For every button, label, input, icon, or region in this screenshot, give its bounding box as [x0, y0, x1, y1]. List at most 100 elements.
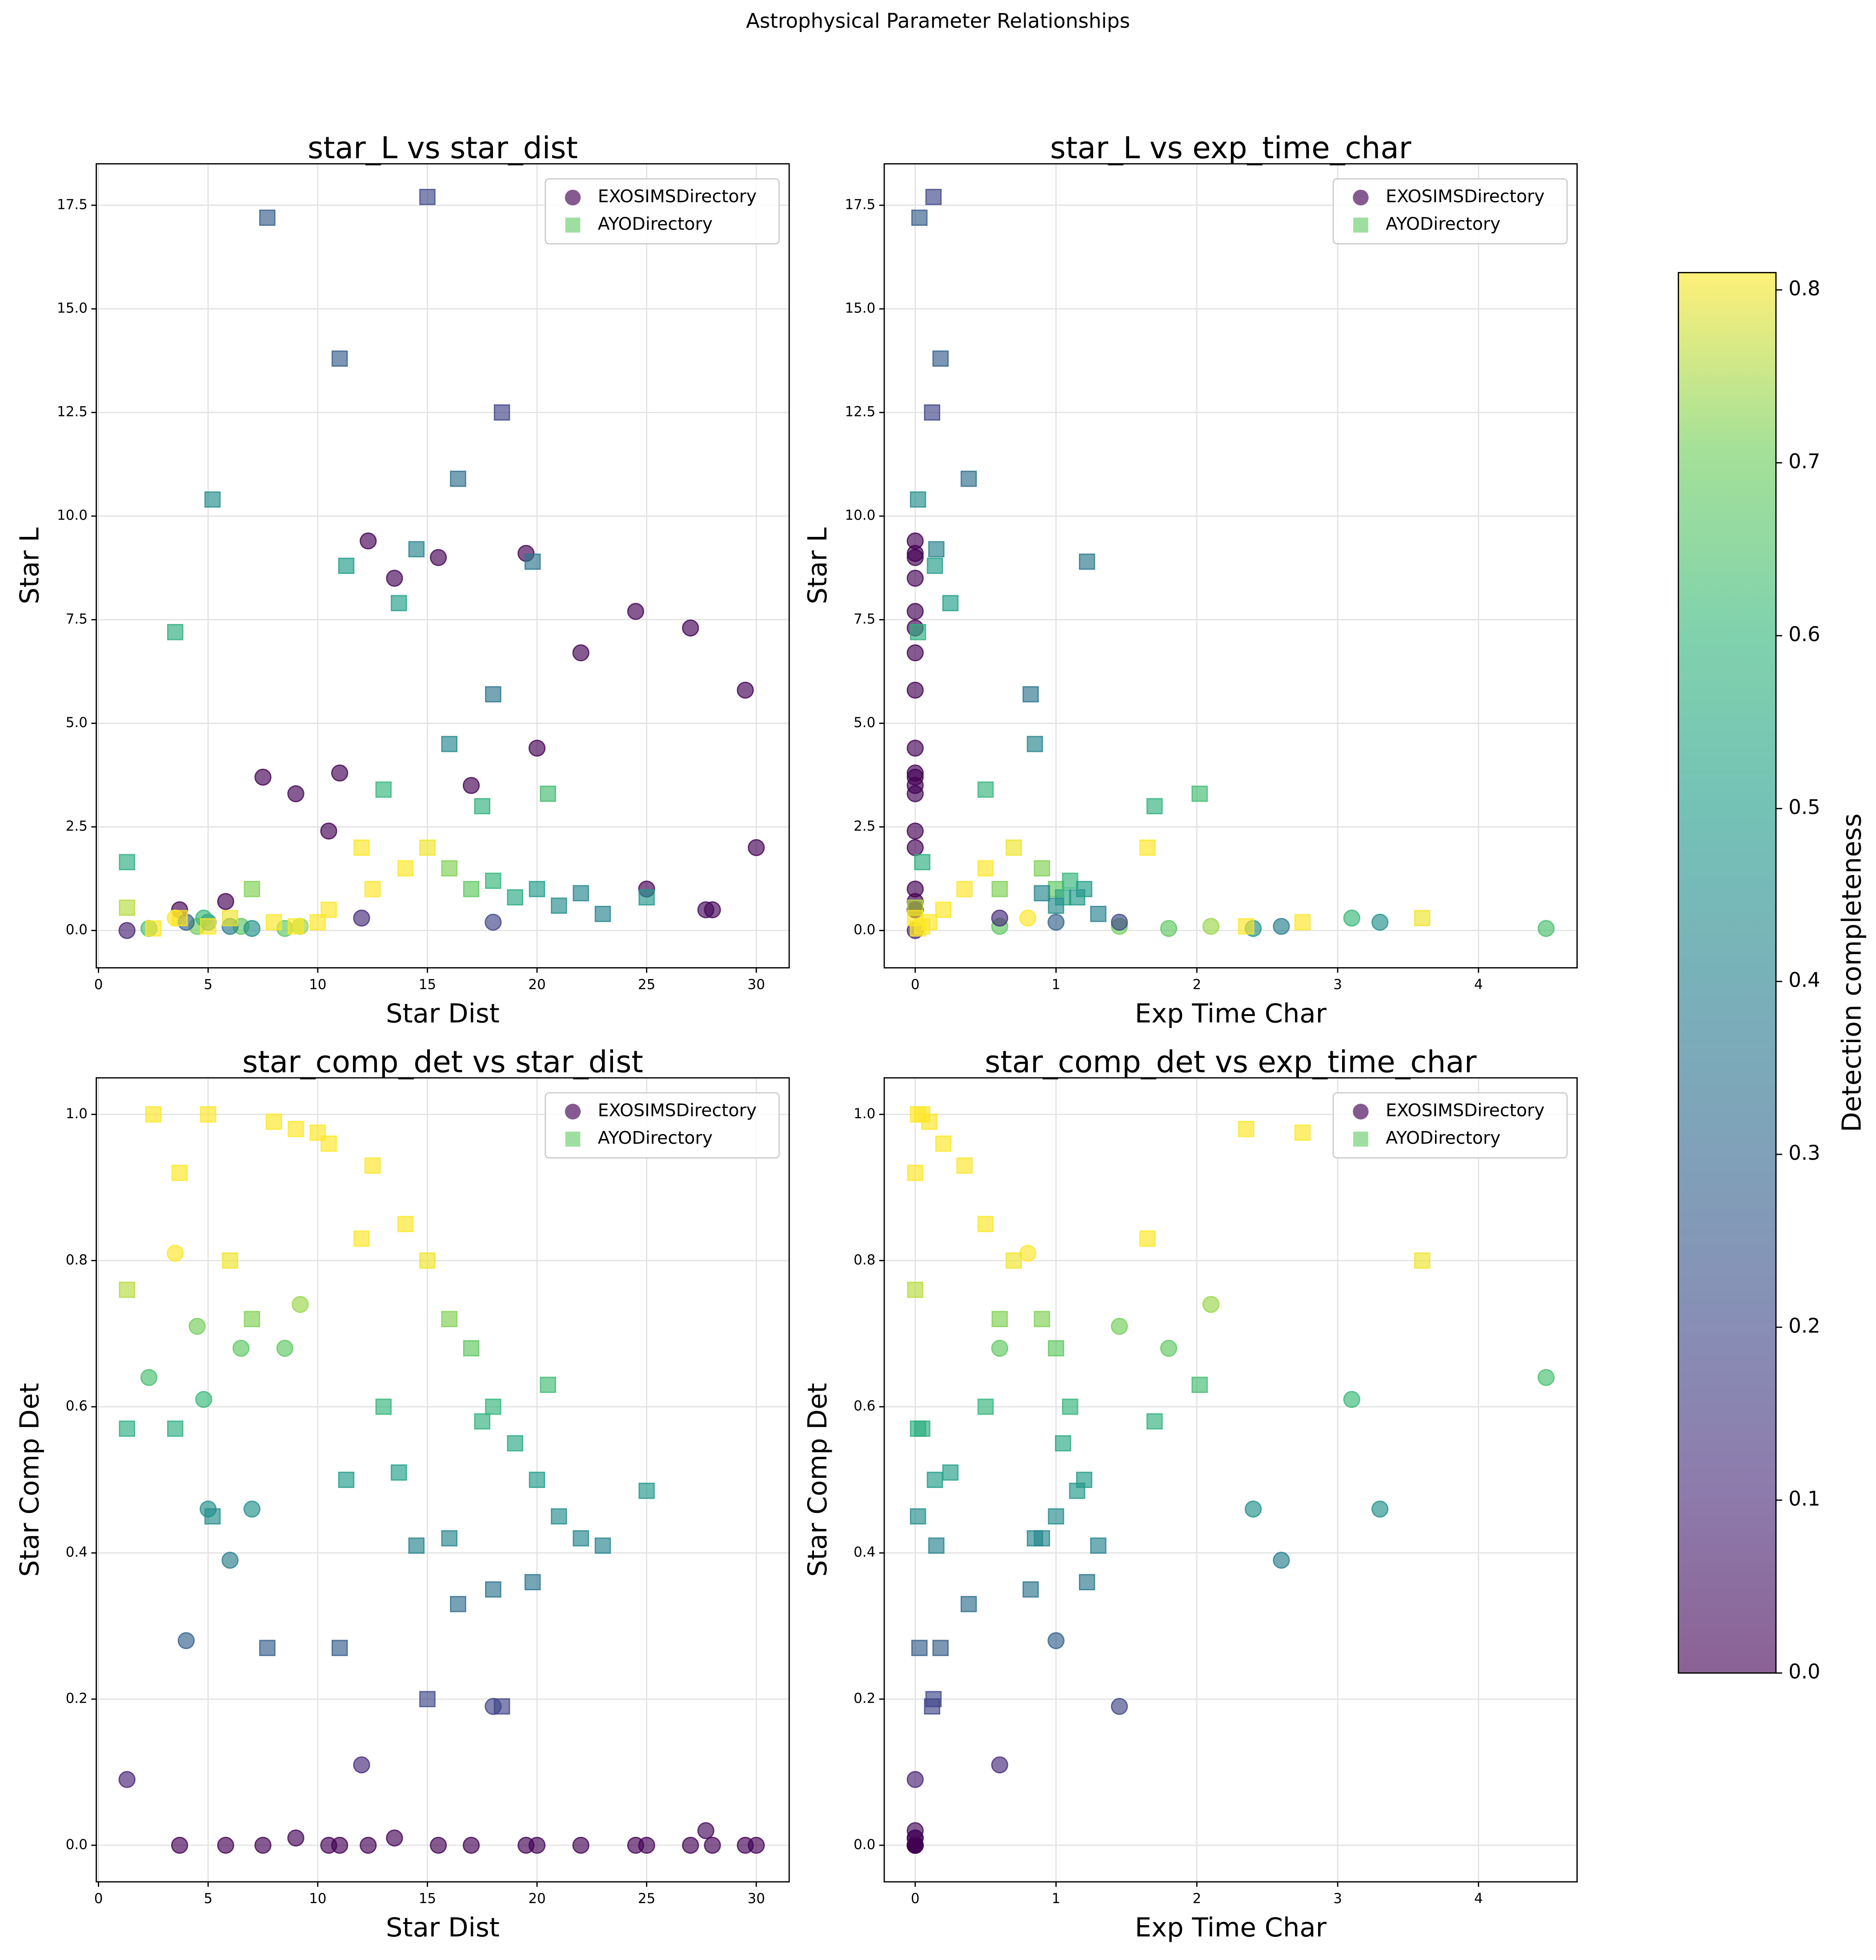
data-point — [594, 1537, 611, 1554]
data-point — [924, 404, 941, 421]
data-point — [910, 491, 926, 508]
data-point — [1343, 909, 1360, 927]
data-point — [364, 1157, 381, 1174]
data-point — [906, 777, 924, 794]
data-point — [463, 881, 480, 897]
data-point — [932, 350, 949, 367]
data-point — [419, 1691, 436, 1708]
data-point — [528, 740, 546, 757]
data-point — [960, 1596, 977, 1612]
legend-label: EXOSIMSDirectory — [598, 186, 757, 207]
data-point — [907, 910, 924, 926]
legend-label: EXOSIMSDirectory — [598, 1100, 757, 1121]
data-point — [1019, 909, 1037, 927]
x-tick-label: 10 — [309, 976, 326, 992]
data-point — [911, 209, 928, 226]
y-tick-label: 12.5 — [845, 404, 875, 420]
data-point — [638, 1483, 655, 1499]
data-point — [906, 880, 924, 898]
y-tick-label: 0.2 — [66, 1690, 88, 1706]
y-tick-label: 0.6 — [854, 1398, 875, 1414]
x-axis-label: Exp Time Char — [1135, 1912, 1327, 1943]
x-tick-label: 5 — [204, 1891, 212, 1907]
data-point — [1273, 1552, 1290, 1569]
data-point — [935, 901, 952, 918]
data-point — [360, 532, 377, 550]
plot-frame — [96, 1077, 790, 1883]
data-point — [259, 1640, 276, 1656]
data-point — [627, 603, 645, 620]
data-point — [1048, 1340, 1064, 1356]
data-point — [910, 624, 926, 640]
data-point — [145, 1106, 162, 1123]
data-point — [921, 1113, 938, 1130]
x-tick-label: 20 — [528, 1891, 545, 1907]
data-point — [119, 900, 135, 916]
data-point — [217, 893, 234, 910]
data-point — [419, 1252, 436, 1269]
x-tick-label: 0 — [94, 976, 103, 992]
data-point — [906, 740, 924, 757]
y-tick-label: 0.4 — [854, 1544, 875, 1560]
legend-marker — [1353, 217, 1368, 233]
data-point — [441, 736, 458, 752]
data-point — [474, 798, 490, 815]
data-point — [935, 1135, 952, 1152]
data-point — [493, 1698, 510, 1715]
data-point — [1069, 889, 1086, 906]
data-point — [1371, 913, 1389, 931]
data-point — [1078, 553, 1095, 570]
data-point — [167, 1244, 184, 1262]
x-tick-label: 0 — [911, 1891, 920, 1907]
data-point — [1238, 1120, 1255, 1137]
data-point — [956, 1157, 973, 1174]
data-point — [1244, 1500, 1262, 1518]
data-point — [1047, 913, 1065, 931]
data-point — [1034, 1530, 1050, 1547]
data-point — [697, 1822, 714, 1840]
data-point — [1034, 860, 1050, 877]
data-point — [1034, 885, 1050, 902]
data-point — [292, 1296, 309, 1313]
y-tick-label: 10.0 — [845, 508, 875, 524]
y-tick-label: 0.0 — [66, 1836, 88, 1852]
y-tick-label: 0.0 — [66, 922, 88, 938]
data-point — [259, 209, 276, 226]
data-point — [1414, 1252, 1431, 1269]
data-point — [1146, 1413, 1163, 1430]
data-point — [222, 1252, 238, 1269]
data-point — [977, 1398, 994, 1415]
colorbar-label: Detection completeness — [1836, 813, 1867, 1132]
data-point — [926, 557, 943, 574]
data-point — [429, 549, 447, 566]
data-point — [737, 681, 754, 699]
data-point — [932, 1640, 949, 1656]
data-point — [244, 1311, 261, 1328]
x-tick-label: 3 — [1333, 976, 1342, 992]
data-point — [474, 1413, 490, 1430]
data-point — [364, 881, 381, 897]
data-point — [463, 1340, 480, 1356]
data-point — [907, 1281, 924, 1298]
y-tick-label: 0.8 — [66, 1252, 88, 1268]
data-point — [408, 541, 425, 558]
data-point — [921, 914, 938, 931]
data-point — [906, 544, 924, 562]
data-point — [386, 1829, 403, 1847]
data-point — [1047, 1632, 1065, 1649]
data-point — [906, 603, 924, 620]
data-point — [906, 1836, 924, 1854]
x-tick-label: 2 — [1192, 976, 1201, 992]
data-point — [171, 1836, 188, 1854]
data-point — [140, 1369, 158, 1386]
data-point — [1371, 1500, 1389, 1518]
legend-marker — [565, 1104, 581, 1120]
data-point — [119, 1281, 135, 1298]
colorbar-tick-label: 0.7 — [1788, 449, 1820, 473]
data-point — [925, 188, 942, 205]
data-point — [485, 1581, 501, 1598]
colorbar-tick-label: 0.6 — [1788, 622, 1820, 646]
data-point — [1139, 839, 1156, 856]
data-point — [1019, 1244, 1037, 1262]
